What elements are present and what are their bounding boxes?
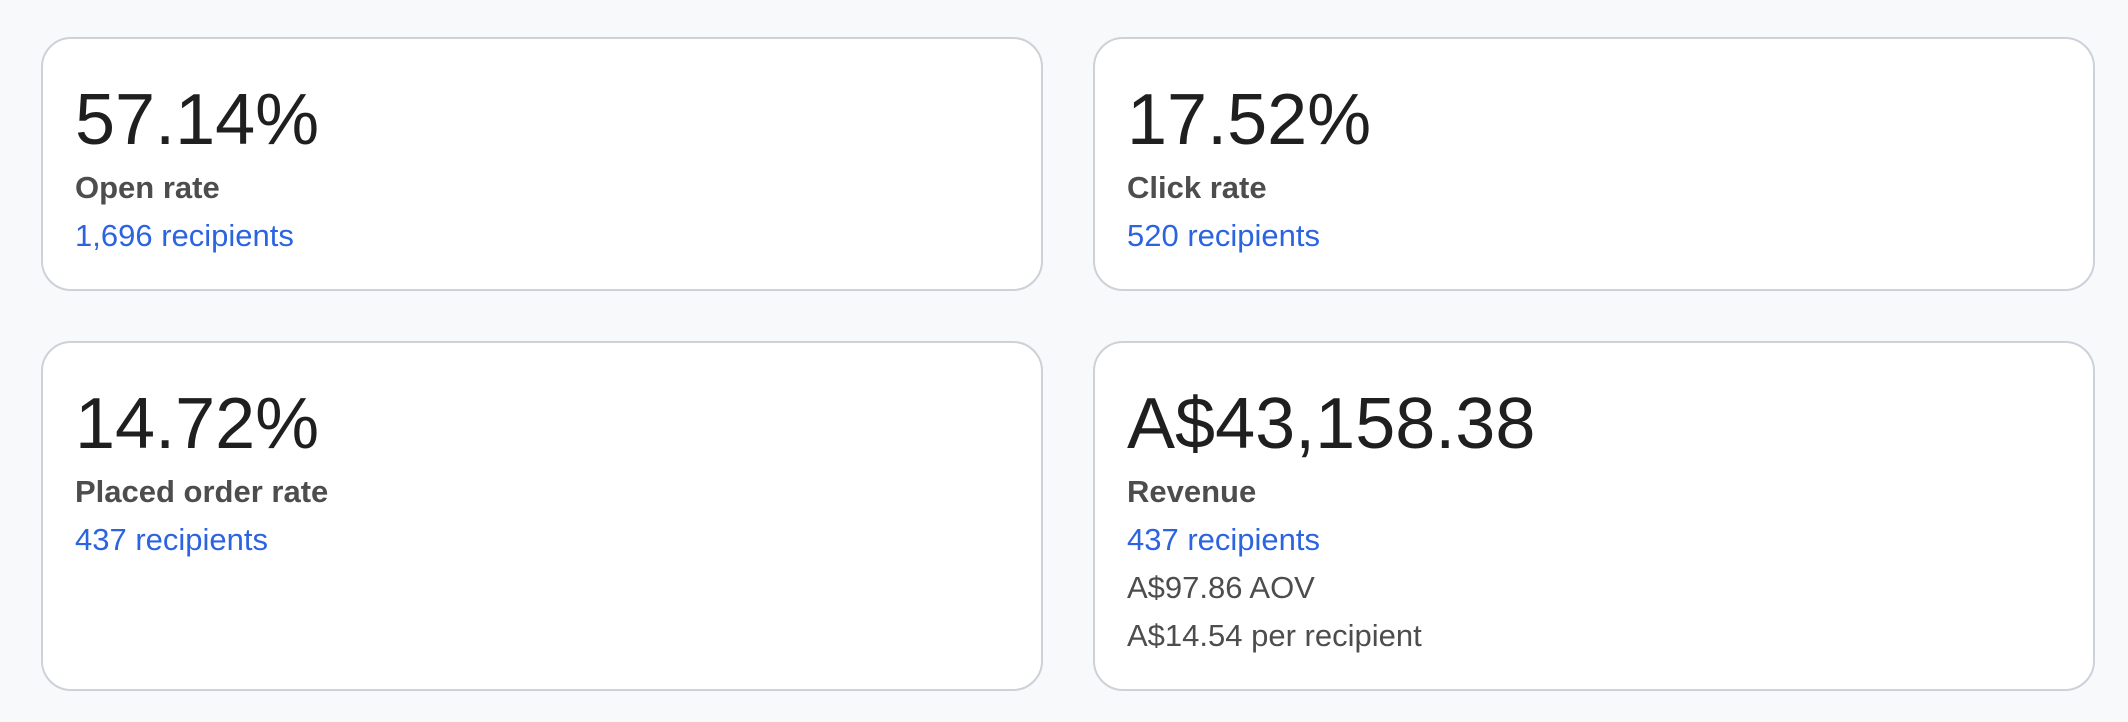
open-rate-recipients-link[interactable]: 1,696 recipients	[75, 218, 294, 253]
placed-order-rate-card: 14.72% Placed order rate 437 recipients	[41, 341, 1043, 691]
open-rate-value: 57.14%	[75, 80, 320, 160]
click-rate-card: 17.52% Click rate 520 recipients	[1093, 37, 2095, 291]
revenue-label: Revenue	[1127, 474, 1257, 509]
click-rate-label: Click rate	[1127, 170, 1267, 205]
open-rate-card: 57.14% Open rate 1,696 recipients	[41, 37, 1043, 291]
open-rate-label: Open rate	[75, 170, 220, 205]
click-rate-value: 17.52%	[1127, 80, 1372, 160]
revenue-per-recipient: A$14.54 per recipient	[1127, 618, 1422, 653]
revenue-card: A$43,158.38 Revenue 437 recipients A$97.…	[1093, 341, 2095, 691]
placed-order-recipients-link[interactable]: 437 recipients	[75, 522, 269, 557]
revenue-recipients-link[interactable]: 437 recipients	[1127, 522, 1321, 557]
placed-order-rate-label: Placed order rate	[75, 474, 329, 509]
placed-order-rate-value: 14.72%	[75, 384, 320, 464]
revenue-value: A$43,158.38	[1127, 384, 1536, 464]
click-rate-recipients-link[interactable]: 520 recipients	[1127, 218, 1321, 253]
revenue-aov: A$97.86 AOV	[1127, 570, 1315, 605]
